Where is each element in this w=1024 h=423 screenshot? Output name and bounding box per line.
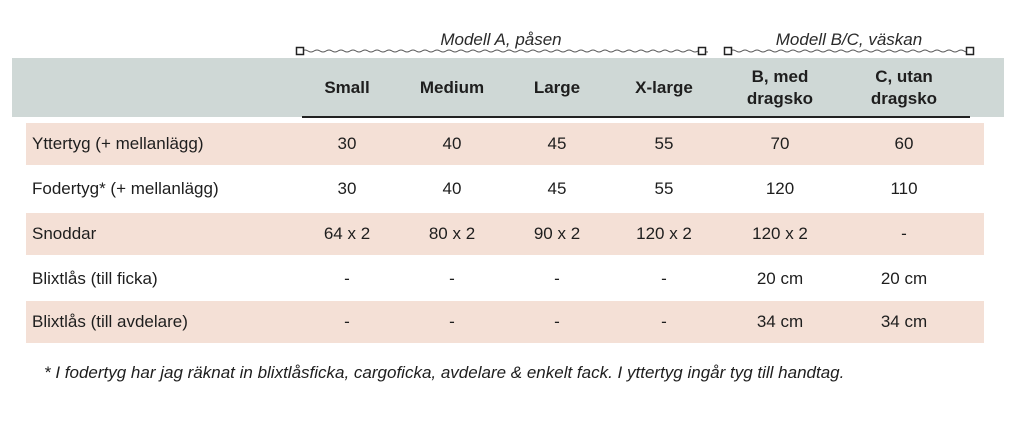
table-cell: 40 [442, 179, 462, 198]
footnote: * I fodertyg har jag räknat in blixtlåsf… [44, 363, 845, 382]
row-label: Blixtlås (till ficka) [32, 269, 158, 288]
table-cell: 60 [894, 134, 914, 153]
table-cell: - [661, 269, 667, 288]
column-header-large: Large [533, 77, 581, 97]
table-cell: 120 [765, 179, 795, 198]
table-cell: - [901, 224, 907, 243]
header-divider-line [302, 116, 970, 118]
table-cell: 120 x 2 [752, 224, 808, 243]
table-cell: - [449, 312, 455, 331]
group-label-model-bc: Modell B/C, väskan [775, 30, 923, 49]
table-cell: 110 [890, 179, 918, 198]
table-cell: 20 cm [880, 269, 928, 288]
table-row: Blixtlås (till avdelare) - - - - 34 cm 3… [26, 301, 984, 343]
table-cell: 40 [442, 134, 462, 153]
table-cell: 70 [770, 134, 790, 153]
table-row: Blixtlås (till ficka) - - - - 20 cm 20 c… [26, 258, 984, 300]
table-row: Yttertyg (+ mellanlägg) 30 40 45 55 70 6… [26, 123, 984, 165]
table-cell: 80 x 2 [428, 224, 476, 243]
table-row: Fodertyg* (+ mellanlägg) 30 40 45 55 120… [26, 168, 984, 210]
table-cell: - [661, 312, 667, 331]
row-label: Yttertyg (+ mellanlägg) [32, 134, 204, 153]
column-header-model-c: C, utan dragsko [870, 66, 938, 108]
row-label: Fodertyg* (+ mellanlägg) [32, 179, 219, 198]
table-cell: - [554, 312, 560, 331]
table-header-band [12, 58, 1004, 117]
table-cell: 45 [547, 134, 567, 153]
table-cell: - [449, 269, 455, 288]
table-cell: 20 cm [756, 269, 804, 288]
table-cell: 55 [654, 134, 674, 153]
group-bracket-model-bc [722, 44, 976, 58]
table-cell: 30 [337, 179, 357, 198]
table-cell: - [344, 269, 350, 288]
row-label: Snoddar [32, 224, 97, 243]
table-cell: 64 x 2 [323, 224, 371, 243]
table-cell: 90 x 2 [533, 224, 581, 243]
table-cell: 45 [547, 179, 567, 198]
column-header-medium: Medium [419, 77, 485, 97]
column-header-model-b: B, med dragsko [746, 66, 814, 108]
table-row: Snoddar 64 x 2 80 x 2 90 x 2 120 x 2 120… [26, 213, 984, 255]
group-label-model-a: Modell A, påsen [440, 30, 562, 49]
column-header-xlarge: X-large [635, 77, 693, 97]
table-cell: 34 cm [880, 312, 928, 331]
row-label: Blixtlås (till avdelare) [32, 312, 188, 331]
group-bracket-model-a [294, 44, 708, 58]
table-cell: 30 [337, 134, 357, 153]
column-header-small: Small [324, 77, 370, 97]
table-cell: 34 cm [756, 312, 804, 331]
table-cell: 120 x 2 [636, 224, 692, 243]
table-cell: - [554, 269, 560, 288]
table-cell: 55 [654, 179, 674, 198]
table-cell: - [344, 312, 350, 331]
